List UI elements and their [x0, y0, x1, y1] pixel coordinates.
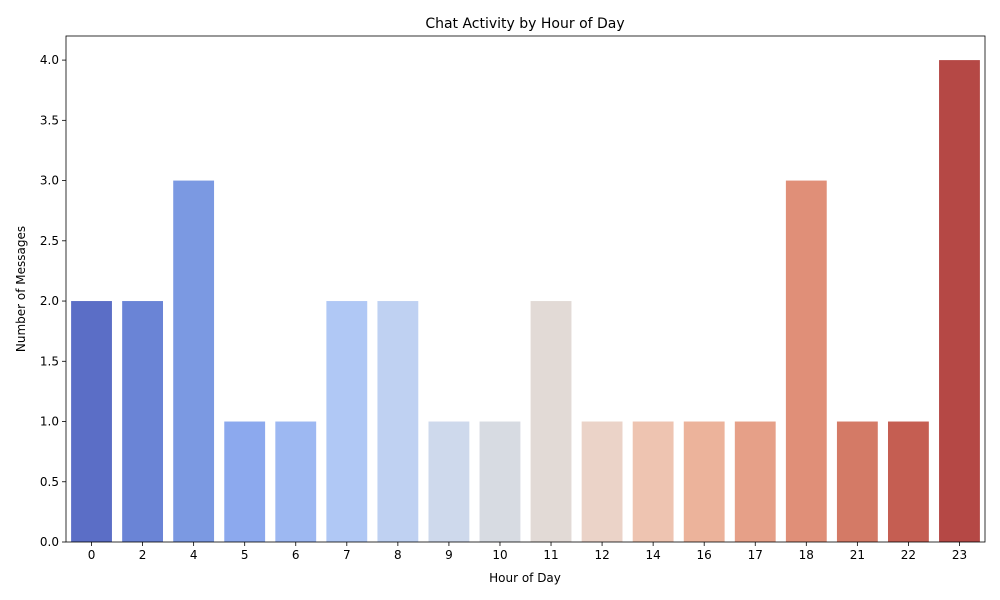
x-tick-label: 23 [952, 548, 967, 562]
y-tick-label: 0.5 [40, 475, 59, 489]
bar-hour-17 [734, 421, 776, 542]
bar-hour-8 [377, 301, 419, 542]
bar-hour-5 [224, 421, 266, 542]
bar-hour-14 [632, 421, 674, 542]
x-tick-label: 5 [241, 548, 249, 562]
bar-hour-12 [581, 421, 623, 542]
x-tick-label: 7 [343, 548, 351, 562]
y-axis-label: Number of Messages [14, 226, 28, 352]
y-tick-label: 1.5 [40, 354, 59, 368]
x-tick-label: 11 [543, 548, 558, 562]
x-tick-label: 2 [139, 548, 147, 562]
chart-title: Chat Activity by Hour of Day [425, 16, 624, 32]
y-tick-label: 2.0 [40, 294, 59, 308]
bar-hour-16 [683, 421, 725, 542]
bar-hour-0 [71, 301, 112, 542]
x-tick-label: 0 [88, 548, 96, 562]
bar-hour-18 [785, 180, 827, 543]
y-axis-ticks: 0.0 0.5 1.0 1.5 2.0 2.5 3.0 3.5 4.0 [40, 53, 66, 549]
bar-hour-7 [326, 301, 368, 542]
bar-hour-23 [939, 60, 980, 542]
plot-frame [65, 35, 986, 543]
y-tick-label: 2.5 [40, 234, 59, 248]
x-tick-label: 4 [190, 548, 198, 562]
bars-group [71, 60, 980, 543]
bar-hour-2 [122, 301, 164, 542]
bar-hour-11 [530, 301, 572, 542]
bar-hour-9 [428, 421, 470, 542]
x-tick-label: 14 [645, 548, 660, 562]
x-tick-label: 10 [492, 548, 507, 562]
y-tick-label: 1.0 [40, 415, 59, 429]
bar-hour-22 [887, 421, 929, 542]
y-tick-label: 0.0 [40, 535, 59, 549]
x-tick-label: 9 [445, 548, 453, 562]
x-tick-label: 18 [799, 548, 814, 562]
x-tick-label: 17 [748, 548, 763, 562]
bar-hour-10 [479, 421, 521, 542]
y-tick-label: 3.0 [40, 174, 59, 188]
x-tick-label: 22 [901, 548, 916, 562]
x-tick-label: 12 [594, 548, 609, 562]
bar-hour-6 [275, 421, 317, 542]
x-axis-ticks: 0 2 4 5 6 7 8 9 10 11 12 14 16 17 18 21 22 23 [88, 542, 967, 562]
y-tick-label: 4.0 [40, 53, 59, 67]
x-tick-label: 21 [850, 548, 865, 562]
bar-hour-4 [173, 180, 215, 543]
x-tick-label: 16 [697, 548, 712, 562]
x-axis-label: Hour of Day [489, 571, 561, 585]
y-tick-label: 3.5 [40, 113, 59, 127]
x-tick-label: 8 [394, 548, 402, 562]
bar-hour-21 [836, 421, 878, 542]
x-tick-label: 6 [292, 548, 300, 562]
